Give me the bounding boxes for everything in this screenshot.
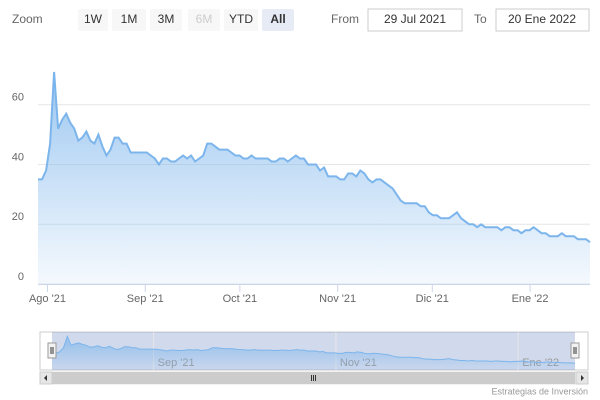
navigator-handle[interactable] <box>570 342 580 359</box>
y-tick-label: 40 <box>12 151 24 163</box>
area <box>52 336 575 370</box>
y-tick-label: 0 <box>18 271 24 283</box>
x-tick-label: Dic '21 <box>416 293 449 305</box>
zoom-button[interactable] <box>150 9 182 31</box>
from-label: From <box>331 12 359 26</box>
y-tick-label: 20 <box>12 211 24 223</box>
x-tick-label: Ago '21 <box>29 293 66 305</box>
line <box>52 334 576 364</box>
zoom-button[interactable] <box>262 9 294 31</box>
zoom-button-label[interactable]: 1M <box>121 12 138 26</box>
from-input[interactable] <box>367 8 463 32</box>
zoom-button-label[interactable]: YTD <box>229 12 253 26</box>
navigator-handle[interactable] <box>47 342 57 359</box>
area <box>38 71 590 285</box>
from-value[interactable]: 29 Jul 2021 <box>384 12 446 26</box>
zoom-button-label: 6M <box>196 12 213 26</box>
to-value[interactable]: 20 Ene 2022 <box>508 12 576 26</box>
x-tick-label: Nov '21 <box>319 293 356 305</box>
zoom-label: Zoom <box>12 12 43 26</box>
to-input[interactable] <box>495 8 590 32</box>
arrow <box>44 375 47 381</box>
zoom-button-label[interactable]: 3M <box>158 12 175 26</box>
y-tick-label: 60 <box>12 92 24 104</box>
arrow <box>581 375 584 381</box>
x-tick-label: Oct '21 <box>223 293 258 305</box>
zoom-button-label[interactable]: All <box>270 12 285 26</box>
zoom-button <box>188 9 220 31</box>
zoom-button-label[interactable]: 1W <box>84 12 103 26</box>
zoom-button[interactable] <box>224 9 258 31</box>
zoom-button[interactable] <box>78 9 108 31</box>
credits[interactable]: Estrategias de Inversión <box>491 386 588 396</box>
to-label: To <box>474 12 487 26</box>
line <box>38 71 591 243</box>
x-tick-label: Sep '21 <box>127 293 164 305</box>
zoom-button[interactable] <box>112 9 146 31</box>
x-tick-label: Ene '22 <box>512 293 549 305</box>
